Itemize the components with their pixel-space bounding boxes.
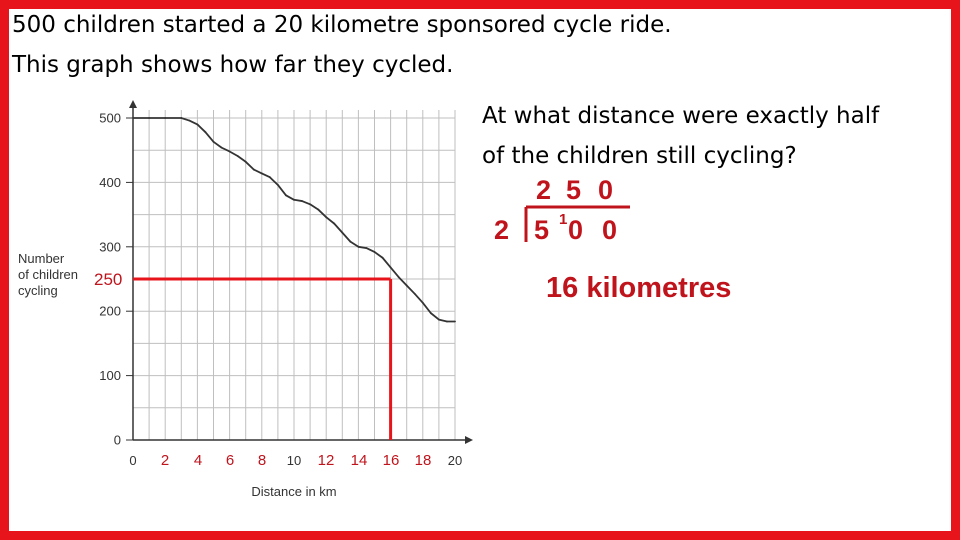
curve-segment <box>204 131 215 143</box>
x-tick-label: 0 <box>129 453 136 468</box>
x-tick-label: 14 <box>351 452 368 469</box>
curve-segment <box>244 160 255 171</box>
x-tick-label: 16 <box>383 452 400 469</box>
curve-segment <box>285 194 295 201</box>
question-line-2: of the children still cycling? <box>482 143 797 169</box>
y-tick-label: 300 <box>99 239 121 254</box>
short-division-working: 2 5 0 2 5 1 0 0 <box>494 175 630 245</box>
curve-segment <box>397 276 408 287</box>
y-tick-label: 0 <box>114 433 121 448</box>
slide-title-line-2: This graph shows how far they cycled. <box>12 52 454 78</box>
curve-segment <box>317 208 328 219</box>
curve-segment <box>188 119 199 126</box>
curve-segment <box>309 203 320 211</box>
curve-segment <box>365 247 376 253</box>
y-tick-label: 100 <box>99 368 121 383</box>
curve-segment <box>421 301 432 315</box>
quotient-digit-2: 5 <box>566 175 581 205</box>
curve-segment <box>405 284 416 295</box>
carry-digit: 1 <box>559 211 567 228</box>
x-tick-label: 6 <box>226 452 234 469</box>
x-tick-label: 12 <box>318 452 335 469</box>
cycle-ride-chart: 0 100 200 300 400 500 0 2 4 6 8 10 12 14 16 18 20 Distanc… <box>18 100 473 499</box>
slide-title-line-1: 500 children started a 20 kilometre spon… <box>12 12 672 38</box>
x-tick-label: 20 <box>448 453 462 468</box>
curve-segment <box>212 140 223 149</box>
curve-segment <box>252 168 263 175</box>
x-axis-title: Distance in km <box>251 484 336 499</box>
curve-segment <box>373 251 384 259</box>
curve-segment <box>357 245 368 249</box>
quotient-digit-3: 0 <box>598 175 613 205</box>
curve-segment <box>220 146 231 153</box>
y-axis-arrow <box>129 100 137 108</box>
curve-segment <box>325 216 336 225</box>
x-tick-label: 2 <box>161 452 169 469</box>
dividend-digit-2: 0 <box>568 215 583 245</box>
curve-segment <box>293 198 303 202</box>
curve-segment <box>260 172 271 179</box>
curve-segment <box>381 256 392 269</box>
curve-segment <box>389 266 400 278</box>
dividend-digit-3: 0 <box>602 215 617 245</box>
curve-segment <box>349 240 360 248</box>
y-tick-label: 200 <box>99 304 121 319</box>
curve-segment <box>341 231 352 243</box>
x-tick-label: 8 <box>258 452 266 469</box>
curve-segment <box>276 184 287 197</box>
curve-segment <box>196 123 207 134</box>
question-text: At what distance were exactly half of th… <box>482 96 879 176</box>
x-axis-arrow <box>465 436 473 444</box>
question-line-1: At what distance were exactly half <box>482 103 880 129</box>
dividend-digit-1: 5 <box>534 215 549 245</box>
answer-text: 16 kilometres <box>546 272 732 304</box>
y-axis-title: Number of children cycling <box>18 251 78 298</box>
curve-segment <box>429 312 440 321</box>
reference-label-background <box>92 267 132 289</box>
x-tick-label: 18 <box>415 452 432 469</box>
curve-segment <box>333 222 344 234</box>
y-tick-label: 400 <box>99 175 121 190</box>
y-tick-label: 500 <box>99 111 121 126</box>
x-tick-label: 4 <box>194 452 202 469</box>
curve-segment <box>228 150 239 157</box>
curve-segment <box>268 176 279 186</box>
curve-segment <box>413 292 424 304</box>
quotient-digit-1: 2 <box>536 175 552 205</box>
curve-segment <box>236 155 247 163</box>
reference-y-label: 250 <box>94 270 122 289</box>
curve-segment <box>180 117 191 122</box>
curve-segment <box>301 200 312 206</box>
x-tick-label: 10 <box>287 453 301 468</box>
divisor: 2 <box>494 215 509 245</box>
curve-segment <box>437 318 448 323</box>
